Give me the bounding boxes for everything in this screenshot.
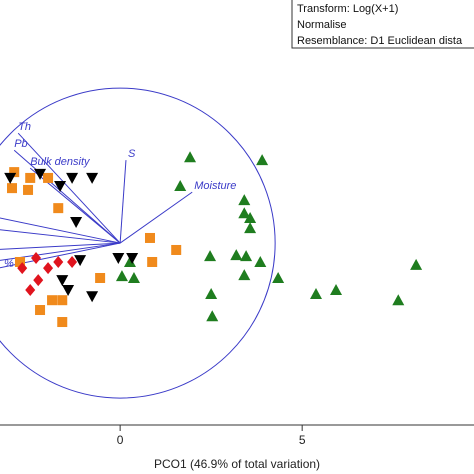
- point: [70, 216, 83, 228]
- point: [17, 262, 28, 275]
- legend-text: Resemblance: D1 Euclidean dista: [297, 35, 463, 47]
- legend-box: [291, 0, 474, 49]
- point: [230, 249, 243, 261]
- vector-label: %: [4, 258, 14, 270]
- point: [43, 262, 54, 275]
- point: [33, 274, 44, 287]
- vector-label: Moisture: [194, 180, 236, 192]
- vector-label: S: [128, 148, 136, 160]
- point: [410, 258, 423, 270]
- point: [206, 310, 219, 322]
- point: [256, 154, 269, 166]
- point: [47, 295, 58, 306]
- point: [254, 255, 267, 267]
- point: [144, 232, 155, 243]
- point: [238, 207, 251, 219]
- point: [25, 284, 36, 297]
- point: [204, 250, 217, 262]
- legend-text: Transform: Log(X+1): [297, 3, 398, 15]
- point: [244, 211, 257, 223]
- point: [126, 252, 139, 264]
- vector: [0, 242, 121, 269]
- point: [310, 288, 322, 300]
- legend-text: Normalise: [297, 19, 347, 31]
- point: [147, 256, 158, 267]
- point: [4, 172, 17, 184]
- point: [67, 255, 78, 268]
- point: [53, 203, 64, 214]
- vector: [119, 160, 127, 244]
- point: [184, 151, 197, 163]
- point: [171, 244, 182, 255]
- vector-label: Pb: [14, 138, 27, 150]
- point: [7, 183, 18, 194]
- point: [56, 275, 69, 287]
- point: [272, 271, 285, 283]
- x-tick-label: 0: [117, 433, 124, 447]
- vector: [0, 229, 121, 244]
- point: [74, 255, 87, 267]
- point: [9, 167, 20, 178]
- point: [86, 291, 99, 303]
- point: [112, 252, 125, 264]
- point: [54, 180, 67, 192]
- point: [57, 317, 68, 328]
- point: [115, 270, 128, 282]
- point: [392, 294, 405, 306]
- point: [86, 172, 99, 184]
- point: [31, 251, 42, 264]
- x-axis-label: PCO1 (46.9% of total variation): [154, 457, 320, 471]
- point: [127, 271, 140, 283]
- point: [62, 285, 75, 297]
- correlation-circle: [0, 87, 276, 399]
- point: [240, 250, 253, 262]
- point: [205, 288, 218, 300]
- vector: [17, 132, 121, 244]
- point: [244, 222, 257, 234]
- point: [57, 295, 68, 306]
- point: [238, 194, 251, 206]
- point: [330, 284, 343, 296]
- vector: [119, 191, 193, 244]
- point: [43, 172, 54, 183]
- vector-label: Th: [18, 121, 31, 133]
- point: [25, 172, 36, 183]
- vector-label: Bulk density: [30, 156, 91, 168]
- x-tick-label: 5: [299, 433, 306, 447]
- point: [174, 179, 187, 191]
- vector: [13, 149, 121, 244]
- point: [23, 184, 34, 195]
- point: [66, 172, 79, 184]
- point: [15, 256, 26, 267]
- point: [238, 269, 251, 281]
- point: [35, 305, 46, 316]
- point: [95, 272, 106, 283]
- point: [34, 168, 47, 180]
- vector: [0, 217, 121, 244]
- point: [53, 255, 64, 268]
- point: [123, 255, 136, 267]
- vector: [0, 242, 121, 261]
- vector: [0, 242, 121, 250]
